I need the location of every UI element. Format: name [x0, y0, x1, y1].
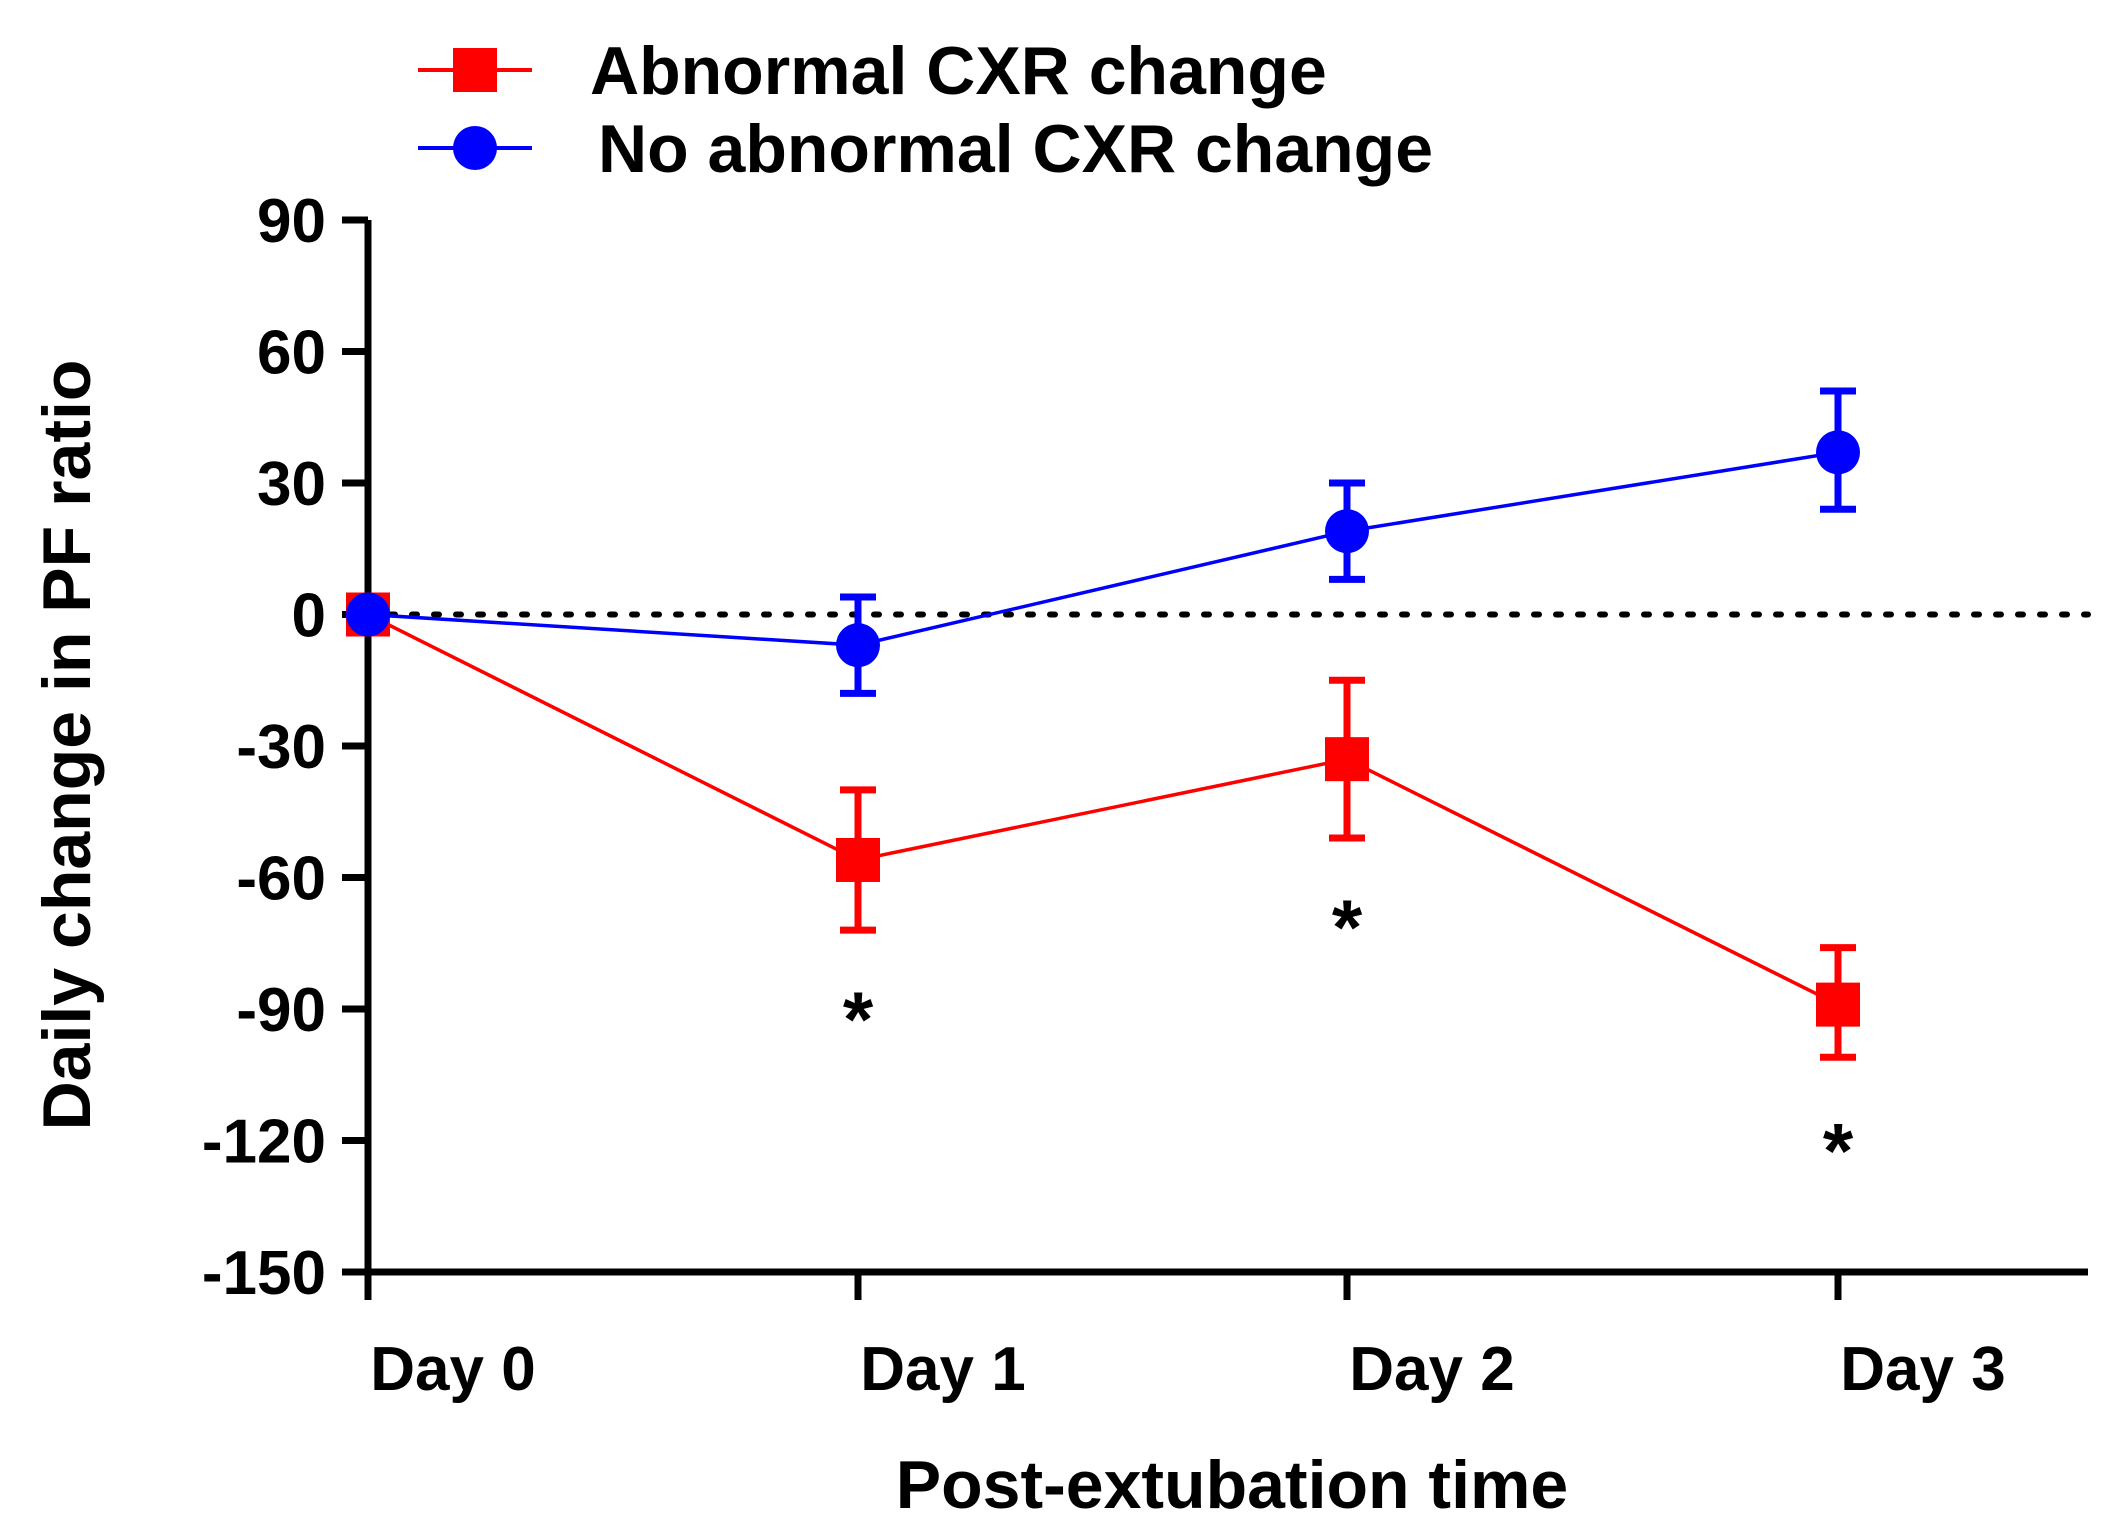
data-point-circle — [1325, 509, 1369, 554]
data-point-square — [1816, 982, 1860, 1027]
x-tick-label: Day 2 — [1349, 1335, 1514, 1404]
data-point-circle — [836, 623, 880, 668]
y-tick-label: -90 — [236, 976, 326, 1045]
legend-marker-circle — [453, 126, 497, 170]
y-axis-title: Daily change in PF ratio — [29, 360, 105, 1131]
x-axis-title: Post-extubation time — [896, 1447, 1569, 1523]
y-tick-label: -150 — [202, 1239, 326, 1308]
y-tick-label: 90 — [257, 187, 326, 256]
significance-asterisk: * — [843, 975, 874, 1063]
y-tick-label: 60 — [257, 319, 326, 388]
legend-entry: Abnormal CXR change — [418, 33, 1327, 109]
data-point-circle — [346, 592, 390, 637]
data-point-square — [1325, 737, 1369, 782]
significance-asterisk: * — [1332, 883, 1363, 971]
legend-marker-square — [453, 48, 497, 92]
series-no-abnormal-cxr — [346, 387, 1860, 697]
y-tick-label: -60 — [236, 845, 326, 914]
x-tick-label: Day 3 — [1840, 1335, 2005, 1404]
y-tick-label: 30 — [257, 450, 326, 519]
legend-label: Abnormal CXR change — [590, 33, 1327, 109]
y-tick-label: -120 — [202, 1108, 326, 1177]
series-layer — [346, 387, 1860, 1061]
x-tick-label: Day 0 — [370, 1335, 535, 1404]
series-line — [367, 612, 1839, 1007]
axes: 90 60 30 0 -30 -60 -90 -120 -150 Day 0 Day 1 Day 2 D… — [202, 187, 2088, 1404]
legend-entry: No abnormal CXR change — [418, 111, 1433, 187]
data-point-circle — [1816, 430, 1860, 475]
legend-label: No abnormal CXR change — [598, 111, 1433, 187]
y-tick-label: -30 — [236, 713, 326, 782]
significance-asterisk: * — [1823, 1106, 1854, 1194]
annotations: * * * — [843, 883, 1854, 1195]
series-line — [367, 450, 1839, 647]
x-tick-label: Day 1 — [860, 1335, 1025, 1404]
y-tick-label: 0 — [292, 582, 326, 651]
data-point-square — [836, 837, 880, 882]
series-abnormal-cxr — [346, 592, 1860, 1061]
